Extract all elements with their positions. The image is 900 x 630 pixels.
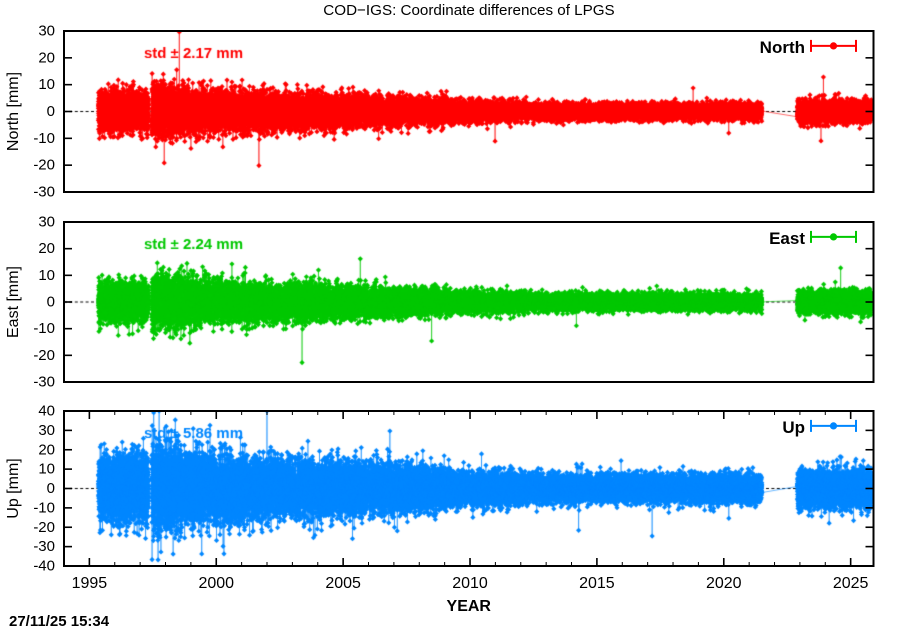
svg-text:30: 30: [38, 422, 55, 439]
svg-text:2010: 2010: [452, 575, 488, 592]
svg-text:0: 0: [47, 480, 55, 497]
svg-text:1995: 1995: [72, 575, 108, 592]
svg-text:2005: 2005: [325, 575, 361, 592]
svg-text:-30: -30: [33, 374, 55, 391]
svg-text:-10: -10: [33, 320, 55, 337]
svg-text:YEAR: YEAR: [447, 598, 492, 615]
svg-text:2000: 2000: [198, 575, 234, 592]
svg-text:COD−IGS: Coordinate difference: COD−IGS: Coordinate differences of LPGS: [323, 2, 614, 19]
svg-text:27/11/25 15:34: 27/11/25 15:34: [9, 613, 110, 630]
svg-text:0: 0: [47, 294, 55, 311]
svg-text:North [mm]: North [mm]: [5, 72, 22, 151]
svg-text:30: 30: [38, 214, 55, 231]
svg-text:20: 20: [38, 441, 55, 458]
svg-text:-20: -20: [33, 519, 55, 536]
svg-text:-10: -10: [33, 130, 55, 147]
svg-text:20: 20: [38, 240, 55, 257]
svg-text:-10: -10: [33, 499, 55, 516]
svg-text:Up: Up: [782, 418, 805, 437]
svg-text:10: 10: [38, 76, 55, 93]
svg-text:North: North: [760, 38, 805, 57]
svg-text:0: 0: [47, 103, 55, 120]
svg-text:-30: -30: [33, 184, 55, 201]
svg-text:2025: 2025: [833, 575, 869, 592]
svg-text:10: 10: [38, 267, 55, 284]
svg-text:Up [mm]: Up [mm]: [5, 458, 22, 518]
svg-text:-30: -30: [33, 538, 55, 555]
svg-text:30: 30: [38, 23, 55, 40]
svg-text:-40: -40: [33, 558, 55, 575]
svg-text:20: 20: [38, 49, 55, 66]
svg-text:-20: -20: [33, 347, 55, 364]
svg-text:East [mm]: East [mm]: [5, 266, 22, 338]
svg-text:10: 10: [38, 461, 55, 478]
svg-text:2020: 2020: [706, 575, 742, 592]
svg-text:2015: 2015: [579, 575, 615, 592]
svg-text:40: 40: [38, 403, 55, 420]
svg-text:East: East: [769, 229, 805, 248]
svg-text:-20: -20: [33, 157, 55, 174]
